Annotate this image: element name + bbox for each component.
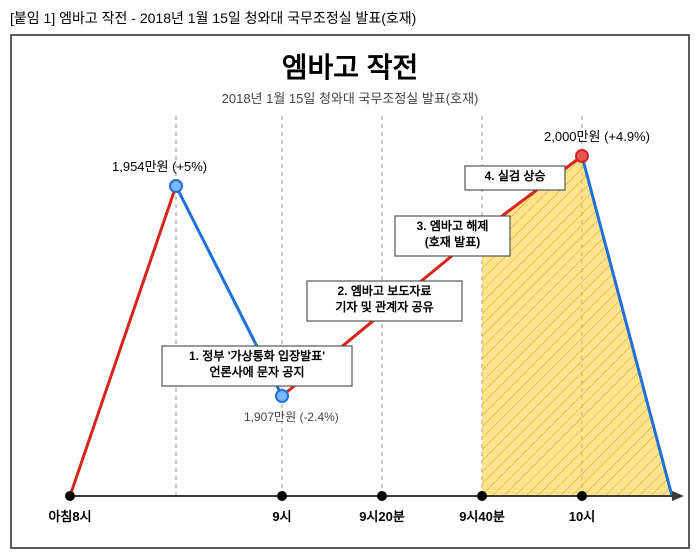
x-tick-dot <box>65 491 75 501</box>
callout-text: 4. 실검 상승 <box>485 168 546 183</box>
value-label: 1,907만원 (-2.4%) <box>244 410 339 424</box>
x-tick-label: 9시40분 <box>459 509 505 524</box>
chart-subtitle: 2018년 1월 15일 청와대 국무조정실 발표(호재) <box>12 88 688 107</box>
value-label: 2,000만원 (+4.9%) <box>544 129 650 144</box>
x-axis-arrow <box>672 491 684 501</box>
callout-text: 2. 엠바고 보도자료 <box>338 283 432 298</box>
x-tick-dot <box>477 491 487 501</box>
data-marker <box>276 390 288 402</box>
x-tick-label: 10시 <box>569 509 595 524</box>
figure-caption: [붙임 1] 엠바고 작전 - 2018년 1월 15일 청와대 국무조정실 발… <box>0 0 700 32</box>
chart-container: 엠바고 작전 2018년 1월 15일 청와대 국무조정실 발표(호재) 아침8… <box>10 34 690 549</box>
highlight-area <box>482 156 672 496</box>
data-marker <box>576 150 588 162</box>
x-tick-label: 9시20분 <box>359 509 405 524</box>
price-segment <box>70 186 176 496</box>
callout-text: 기자 및 관계자 공유 <box>335 299 433 314</box>
x-tick-dot <box>277 491 287 501</box>
x-tick-label: 아침8시 <box>48 509 91 524</box>
chart-plot: 아침8시 9시 9시20분 9시40분 10시 1,954만원 (+5%) 1,907만원 … <box>12 116 692 551</box>
x-tick-dot <box>577 491 587 501</box>
data-marker <box>170 180 182 192</box>
callout-text: (호재 발표) <box>425 234 481 249</box>
callout-text: 3. 엠바고 해제 <box>417 218 489 233</box>
x-tick-label: 9시 <box>272 509 291 524</box>
callout-text: 1. 정부 '가상통화 입장발표' <box>189 348 325 363</box>
callout-text: 언론사에 문자 공지 <box>210 364 305 379</box>
chart-title: 엠바고 작전 <box>12 46 688 86</box>
value-label: 1,954만원 (+5%) <box>112 159 207 174</box>
x-tick-dot <box>377 491 387 501</box>
